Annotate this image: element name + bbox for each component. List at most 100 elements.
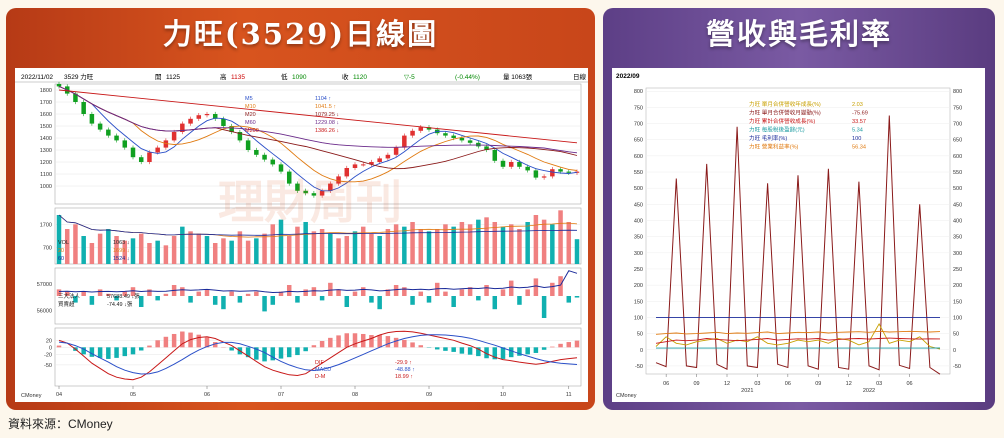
buy-sell-bar xyxy=(377,296,382,310)
quote-change: ▽-5 xyxy=(404,74,415,81)
inst-tick-label: 56000 xyxy=(37,309,52,315)
volume-bar xyxy=(492,222,498,264)
candle xyxy=(574,171,580,173)
buy-sell-bar xyxy=(286,285,292,296)
revenue-right-tick: 600 xyxy=(953,154,962,160)
candle xyxy=(377,158,382,162)
volume-bar xyxy=(476,219,481,264)
buy-sell-bar xyxy=(336,289,341,296)
volume-bar xyxy=(130,238,136,264)
revenue-right-tick: 100 xyxy=(953,315,962,321)
inst-tick-label: 57000 xyxy=(37,282,52,288)
revenue-left-tick: -50 xyxy=(635,364,643,370)
osc-bar xyxy=(204,337,210,348)
revenue-legend-label: 力旺 每股稅後盈餘(元) xyxy=(749,126,805,134)
revenue-x-tick-label: 03 xyxy=(754,381,760,387)
volume-bar xyxy=(393,224,399,264)
revenue-left-tick: 100 xyxy=(634,315,643,321)
volume-bar xyxy=(180,226,185,264)
buy-sell-bar xyxy=(385,289,391,296)
buy-sell-bar xyxy=(550,282,555,296)
macd-tick-label: 0 xyxy=(49,345,52,351)
revenue-legend-label: 力旺 累計合併營收成長(%) xyxy=(749,117,815,125)
revenue-right-tick: -50 xyxy=(953,364,961,370)
macd-tick-label: -20 xyxy=(44,352,52,358)
revenue-legend-label: 力旺 單月合併營收月變動(%) xyxy=(749,109,821,117)
pane-frame xyxy=(54,207,582,265)
buy-sell-bar xyxy=(270,296,276,305)
x-tick-label: 06 xyxy=(204,392,210,398)
revenue-legend-label: 力旺 單月合併營收年成長(%) xyxy=(749,100,821,108)
revenue-chart-series xyxy=(655,115,941,375)
buy-sell-bar xyxy=(360,287,366,296)
osc-bar xyxy=(508,347,514,358)
volume-bar xyxy=(138,233,144,264)
volume-bar xyxy=(114,236,119,264)
volume-bar xyxy=(171,236,177,264)
candle xyxy=(106,129,111,136)
volume-bar xyxy=(344,236,350,264)
osc-bar xyxy=(171,333,177,348)
buy-sell-bar xyxy=(352,291,358,296)
daily-chart-footer: CMoney xyxy=(21,393,42,399)
daily-chart-area: 2022/11/02 3529 力旺 開 1125 高 1135 低 1090 … xyxy=(15,68,588,402)
revenue-left-tick: 350 xyxy=(634,235,643,241)
revenue-year-label: 2022 xyxy=(863,388,875,394)
revenue-legend-value: 5.34 xyxy=(852,128,863,134)
volume-bar xyxy=(81,236,86,264)
candle xyxy=(229,126,234,132)
osc-bar xyxy=(212,342,218,348)
osc-bar xyxy=(147,345,152,348)
revenue-left-tick: 150 xyxy=(634,299,643,305)
osc-bar xyxy=(377,335,382,348)
revenue-right-tick: 250 xyxy=(953,267,962,273)
price-tick-label: 1000 xyxy=(40,184,52,190)
revenue-x-tick-label: 12 xyxy=(846,381,852,387)
osc-bar xyxy=(229,347,234,351)
revenue-left-tick: 750 xyxy=(634,105,643,111)
ma-line-60 xyxy=(58,85,578,154)
candle xyxy=(212,114,218,119)
ma-legend-name: M20 xyxy=(245,112,256,118)
daily-x-axis: 04 05 06 07 08 09 10 11 xyxy=(56,386,572,398)
osc-bar xyxy=(459,347,465,354)
quote-close-label: 收 xyxy=(342,72,349,81)
buy-sell-bar xyxy=(369,296,374,303)
quote-low-label: 低 xyxy=(281,72,288,81)
revenue-left-tick: 200 xyxy=(634,283,643,289)
buy-sell-bar xyxy=(130,287,136,296)
buy-sell-bar xyxy=(410,296,415,305)
osc-bar xyxy=(138,347,144,351)
volume-bar xyxy=(245,240,251,264)
buy-sell-bar xyxy=(163,293,169,296)
volume-bar xyxy=(237,231,243,264)
buy-sell-bar xyxy=(451,296,456,307)
candle xyxy=(467,140,473,143)
revenue-chart-grid: -50 -50 0 0 50 50 100 100 150 150 200 200 250 250 300 3… xyxy=(634,87,962,375)
buy-sell-bar xyxy=(278,291,284,296)
revenue-x-tick-label: 12 xyxy=(724,381,730,387)
volume-bar xyxy=(328,233,333,264)
osc-bar xyxy=(303,347,308,352)
buy-sell-bar xyxy=(155,296,160,301)
x-tick-label: 05 xyxy=(130,392,136,398)
price-tick-label: 1200 xyxy=(40,160,52,166)
buy-sell-bar xyxy=(254,291,259,296)
buy-sell-bar xyxy=(426,296,432,303)
revenue-x-tick-label: 09 xyxy=(694,381,700,387)
revenue-legend-value: -75.69 xyxy=(852,111,868,117)
candle xyxy=(566,171,572,173)
volume-bar xyxy=(163,245,169,264)
candle xyxy=(122,140,128,148)
osc-bar xyxy=(550,346,555,348)
volume-bar xyxy=(451,226,456,264)
osc-bar xyxy=(163,336,169,348)
buy-sell-bar xyxy=(434,282,440,296)
candle xyxy=(360,164,366,166)
macd-legend-name: MACD xyxy=(315,367,331,373)
ma-legend-name: M10 xyxy=(245,104,256,110)
candle xyxy=(476,142,481,147)
candle xyxy=(418,127,424,131)
volume-bar xyxy=(508,224,514,264)
volume-bar xyxy=(558,210,563,264)
